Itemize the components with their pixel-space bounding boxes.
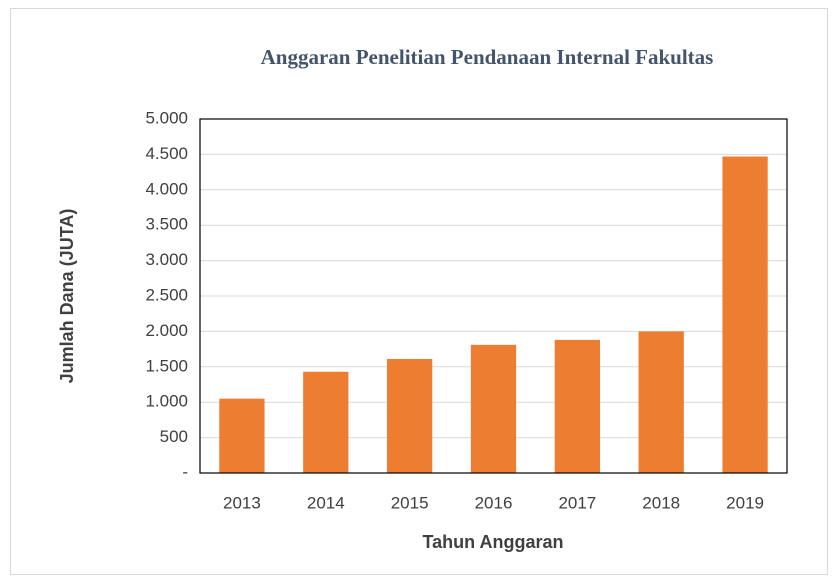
y-tick-label: 500 <box>160 427 188 446</box>
bar <box>638 331 684 473</box>
plot: - 500 1.000 1.500 2.000 2.500 3.000 3.500 4.000 4… <box>145 108 787 512</box>
x-tick-label: 2017 <box>558 493 596 512</box>
y-axis-title: Jumlah Dana (JUTA) <box>57 209 77 384</box>
y-tick-label: 3.000 <box>145 250 188 269</box>
x-axis-title: Tahun Anggaran <box>423 532 564 552</box>
x-tick-label: 2019 <box>726 493 764 512</box>
bar <box>470 344 517 473</box>
x-tick-label: 2014 <box>307 493 345 512</box>
y-tick-label: 3.500 <box>145 215 188 234</box>
plot-border <box>199 118 788 474</box>
chart-title: Anggaran Penelitian Pendanaan Internal F… <box>261 45 714 69</box>
y-tick-label: 2.000 <box>145 321 188 340</box>
y-tick-label: 2.500 <box>145 285 188 304</box>
y-tick-label: - <box>182 462 188 481</box>
y-tick-label: 4.000 <box>145 179 188 198</box>
y-tick-label: 4.500 <box>145 144 188 163</box>
x-tick-label: 2013 <box>223 493 261 512</box>
x-tick-label: 2015 <box>391 493 429 512</box>
y-tick-label: 1.000 <box>145 392 188 411</box>
chart-frame <box>10 8 828 575</box>
x-tick-label: 2018 <box>642 493 680 512</box>
bar <box>387 359 433 473</box>
x-tick-label: 2016 <box>475 493 513 512</box>
bar <box>303 371 349 473</box>
y-tick-label: 5.000 <box>145 108 188 127</box>
bar <box>722 156 768 474</box>
y-tick-label: 1.500 <box>145 356 188 375</box>
bar <box>219 398 265 473</box>
bar <box>554 339 600 473</box>
